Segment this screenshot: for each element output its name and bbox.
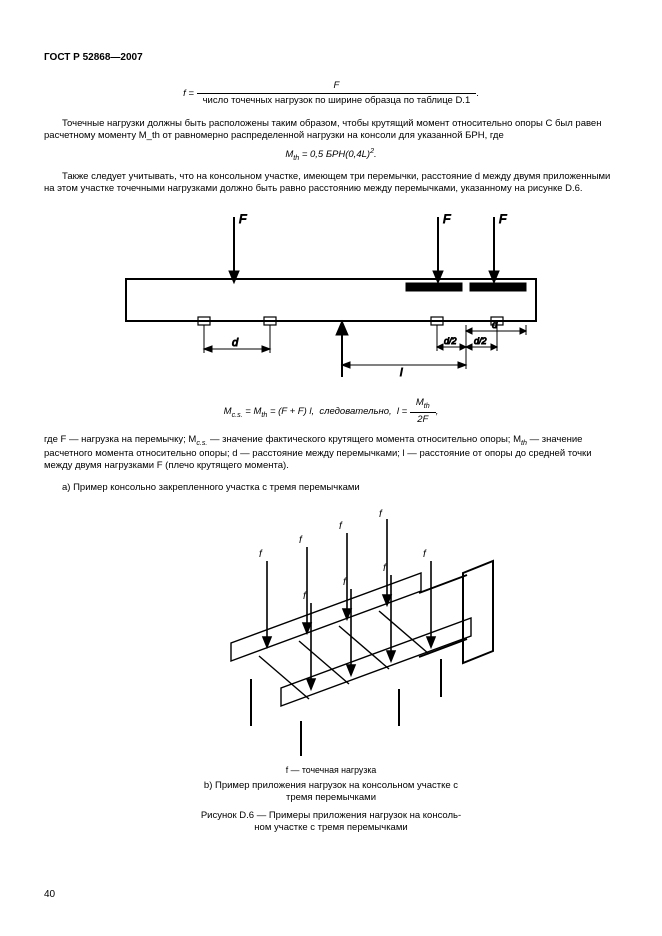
caption-a: а) Пример консольно закрепленного участк… xyxy=(62,482,618,494)
svg-text:f: f xyxy=(339,521,343,532)
equation-2: Mc.s. = Mth = (F + F) l, следовательно, … xyxy=(44,396,618,427)
page-number: 40 xyxy=(44,889,55,902)
svg-text:l: l xyxy=(400,367,403,379)
equation-2-lhs: Mc.s. = Mth = (F + F) l, следовательно, … xyxy=(224,406,408,417)
svg-text:f: f xyxy=(423,549,427,560)
formula-f: f = F число точечных нагрузок по ширине … xyxy=(44,79,618,108)
svg-text:F: F xyxy=(239,212,247,226)
svg-text:f: f xyxy=(259,549,263,560)
formula-f-trailing: . xyxy=(476,88,479,99)
caption-b-line2: тремя перемычками xyxy=(286,792,376,803)
caption-b: b) Пример приложения нагрузок на консоль… xyxy=(44,780,618,804)
equation-1: Mth = 0,5 БРН(0,4L)2. xyxy=(44,147,618,163)
equation-2-frac-bot: 2F xyxy=(410,412,436,427)
svg-text:d: d xyxy=(492,320,498,331)
svg-text:d/2: d/2 xyxy=(444,336,457,346)
equation-2-trailing: , xyxy=(436,406,439,417)
diagram-beam-loads: F F F d xyxy=(116,201,546,391)
figure-title: Рисунок D.6 — Примеры приложения нагрузо… xyxy=(44,810,618,834)
fig2-legend: f — точечная нагрузка xyxy=(44,765,618,776)
diagram-isometric: f f f f f f f f xyxy=(161,501,501,761)
where-description: где F — нагрузка на перемычку; Mc.s. — з… xyxy=(44,434,618,472)
figure-title-line1: Рисунок D.6 — Примеры приложения нагрузо… xyxy=(201,810,461,821)
svg-text:f: f xyxy=(299,535,303,546)
para-1: Точечные нагрузки должны быть расположен… xyxy=(44,118,618,142)
para-2: Также следует учитывать, что на консольн… xyxy=(44,171,618,195)
svg-text:F: F xyxy=(443,212,451,226)
equation-2-frac-top: Mth xyxy=(410,396,436,413)
formula-f-denominator: число точечных нагрузок по ширине образц… xyxy=(197,93,477,108)
formula-f-numerator: F xyxy=(197,79,477,94)
svg-text:d: d xyxy=(232,337,239,349)
svg-text:d/2: d/2 xyxy=(474,336,487,346)
svg-text:f: f xyxy=(379,509,383,520)
page-header: ГОСТ Р 52868—2007 xyxy=(44,52,618,65)
caption-b-line1: b) Пример приложения нагрузок на консоль… xyxy=(204,780,458,791)
svg-text:F: F xyxy=(499,212,507,226)
figure-title-line2: ном участке с тремя перемычками xyxy=(254,822,407,833)
formula-f-lhs: f = xyxy=(183,88,194,99)
